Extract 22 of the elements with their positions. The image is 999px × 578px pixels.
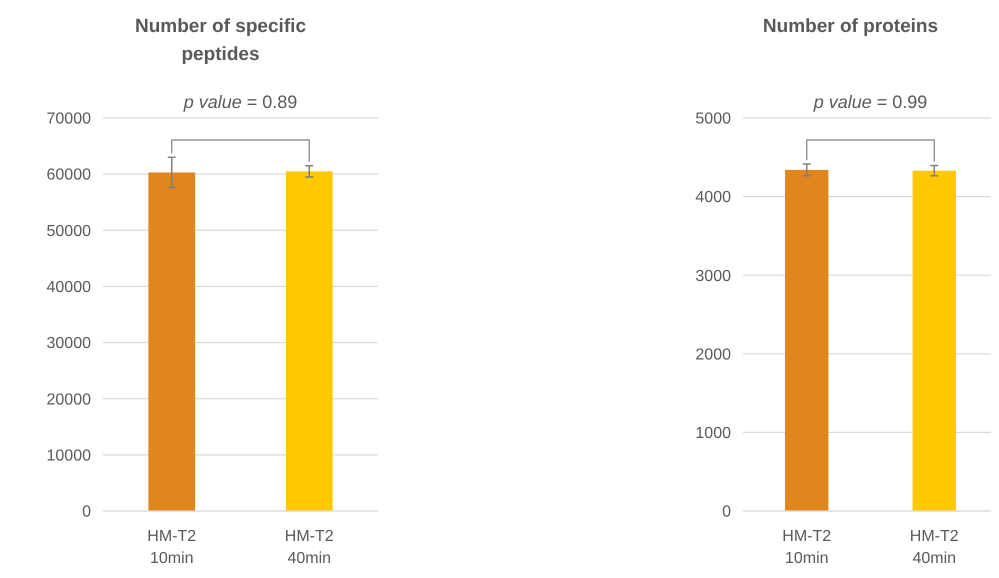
x-tick-label: HM-T2 40min bbox=[910, 528, 959, 567]
chart-title: Number of proteins bbox=[762, 16, 938, 37]
x-tick-label: HM-T2 10min bbox=[147, 528, 196, 567]
y-tick-label: 1000 bbox=[695, 425, 732, 442]
y-tick-label: 40000 bbox=[46, 279, 92, 296]
y-tick-label: 70000 bbox=[46, 110, 92, 128]
y-tick-label: 5000 bbox=[695, 110, 732, 128]
y-tick-label: 0 bbox=[722, 504, 732, 521]
x-tick-label: HM-T2 40min bbox=[284, 528, 334, 567]
y-tick-label: 60000 bbox=[46, 166, 92, 184]
chart-title: Number of specific peptides bbox=[134, 16, 306, 65]
y-tick-label: 50000 bbox=[46, 222, 92, 240]
x-tick-label: HM-T2 10min bbox=[782, 528, 832, 567]
y-tick-label: 4000 bbox=[695, 189, 732, 206]
y-tick-label: 3000 bbox=[695, 268, 732, 285]
y-tick-label: 30000 bbox=[46, 335, 92, 352]
text: p value = 0.99 bbox=[812, 92, 928, 112]
y-tick-label: 2000 bbox=[695, 346, 732, 364]
text: p value = 0.89 bbox=[182, 92, 298, 112]
y-tick-label: 0 bbox=[82, 504, 92, 521]
y-tick-label: 20000 bbox=[46, 391, 92, 408]
y-tick-label: 10000 bbox=[46, 447, 92, 464]
